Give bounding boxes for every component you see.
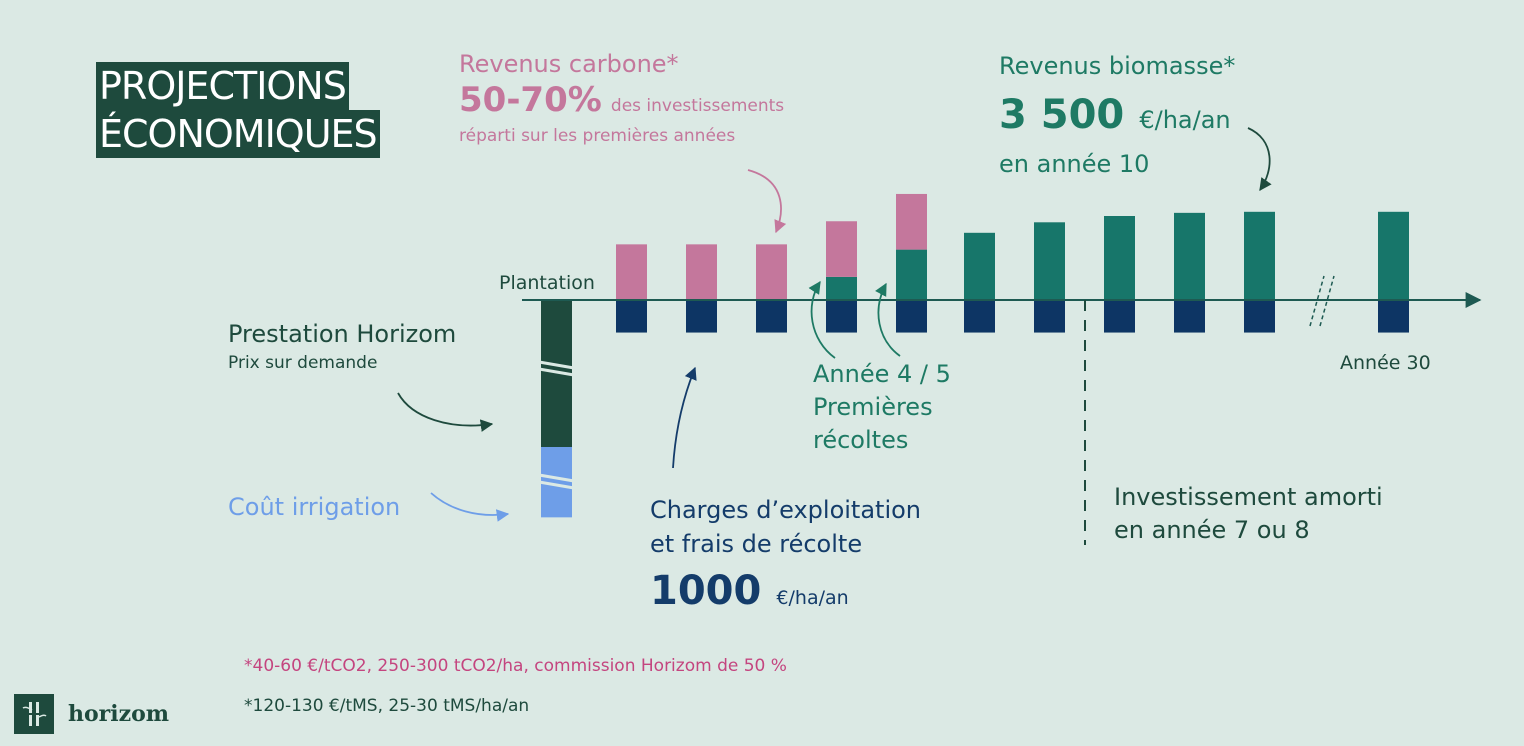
harvest-line-2: Premières [813, 393, 933, 421]
charges-bar-year-7 [1034, 300, 1065, 333]
charges-unit: €/ha/an [776, 587, 849, 609]
biomass-arrow [1247, 127, 1272, 192]
carbon-arrow [747, 169, 787, 234]
harvest-note: Année 4 / 5 Premières récoltes [813, 358, 951, 457]
horizom-logo: horizom [14, 694, 169, 734]
carbon-bar-year-1 [616, 244, 647, 300]
axis-break-mark-1 [1309, 275, 1325, 327]
carbon-distribution-note: réparti sur les premières années [459, 126, 736, 146]
carbon-bar-year-4 [826, 221, 857, 277]
carbon-percentage-row: 50-70% des investissements [459, 80, 784, 120]
biomass-bar-year-30 [1378, 211, 1409, 300]
prestation-label: Prestation Horizom [228, 320, 457, 348]
amortization-line-1: Investissement amorti [1114, 483, 1383, 511]
biomass-value: 3 500 [999, 92, 1125, 138]
biomass-bar-year-8 [1104, 216, 1135, 300]
carbon-bar-year-3 [756, 244, 787, 300]
charges-bar-year-8 [1104, 300, 1135, 333]
carbon-footnote: *40-60 €/tCO2, 250-300 tCO2/ha, commissi… [244, 656, 787, 676]
irrigation-label: Coût irrigation [228, 493, 401, 521]
charges-arrow [672, 366, 697, 469]
carbon-label: Revenus carbone* [459, 50, 679, 78]
logo-text: horizom [68, 701, 170, 727]
harvest-arrow-1 [808, 280, 836, 359]
biomass-label: Revenus biomasse* [999, 52, 1236, 80]
charges-bar-year-9 [1174, 300, 1205, 333]
harvest-line-3: récoltes [813, 426, 909, 454]
irrigation-arrow [430, 492, 510, 522]
charges-note: Charges d’exploitation et frais de récol… [650, 493, 921, 561]
prestation-arrow [397, 392, 494, 432]
charges-value-row: 1000 €/ha/an [650, 568, 849, 614]
biomass-bar-year-9 [1174, 212, 1205, 300]
charges-bar-year-3 [756, 300, 787, 333]
biomass-bar-year-4 [826, 276, 857, 300]
biomass-bar-year-7 [1034, 222, 1065, 300]
carbon-bar-year-2 [686, 244, 717, 300]
charges-bar-year-2 [686, 300, 717, 333]
bar-group [538, 193, 1409, 518]
amortization-note: Investissement amorti en année 7 ou 8 [1114, 481, 1383, 547]
harvest-arrow-2 [875, 282, 901, 357]
harvest-line-1: Année 4 / 5 [813, 360, 951, 388]
amortization-line-2: en année 7 ou 8 [1114, 516, 1310, 544]
carbon-percentage-suffix: des investissements [610, 96, 785, 116]
charges-bar-year-5 [896, 300, 927, 333]
year-30-label: Année 30 [1340, 352, 1431, 374]
title-line-1: PROJECTIONS [96, 62, 349, 110]
charges-bar-year-1 [616, 300, 647, 333]
irrigation-break-mark [538, 473, 575, 490]
carbon-percentage: 50-70% [459, 80, 602, 120]
biomass-unit: €/ha/an [1139, 106, 1231, 134]
biomass-bar-year-10 [1244, 211, 1275, 300]
page-title: PROJECTIONS ÉCONOMIQUES [96, 62, 380, 158]
plantation-label: Plantation [499, 272, 595, 294]
prestation-sub: Prix sur demande [228, 353, 378, 373]
charges-value: 1000 [650, 568, 762, 614]
charges-bar-year-30 [1378, 300, 1409, 333]
charges-bar-year-6 [964, 300, 995, 333]
bamboo-logo-icon [14, 694, 54, 734]
axis-break-mark-2 [1319, 275, 1335, 327]
biomass-year-note: en année 10 [999, 150, 1150, 178]
carbon-bar-year-5 [896, 193, 927, 250]
title-line-2: ÉCONOMIQUES [96, 110, 380, 158]
biomass-bar-year-6 [964, 232, 995, 300]
charges-line-2: et frais de récolte [650, 530, 863, 558]
biomass-bar-year-5 [896, 249, 927, 300]
charges-bar-year-4 [826, 300, 857, 333]
biomass-footnote: *120-130 €/tMS, 25-30 tMS/ha/an [244, 696, 530, 716]
prestation-break-mark [538, 360, 575, 377]
biomass-value-row: 3 500 €/ha/an [999, 92, 1231, 138]
charges-bar-year-10 [1244, 300, 1275, 333]
charges-line-1: Charges d’exploitation [650, 496, 922, 524]
